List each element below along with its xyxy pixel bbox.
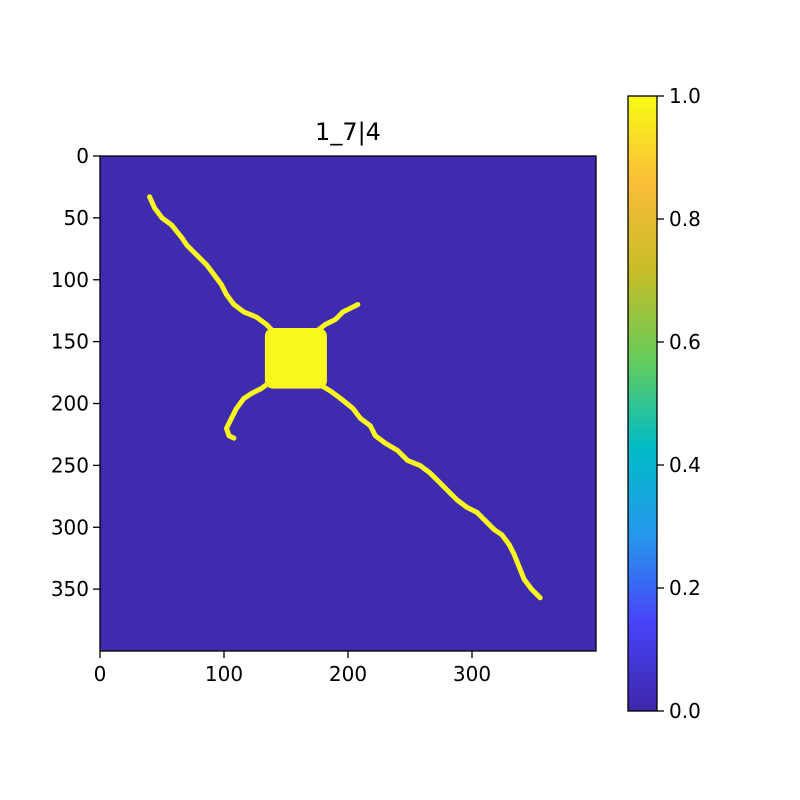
y-tick-label: 300 xyxy=(51,515,89,539)
path-branch-lower-left xyxy=(224,378,274,441)
heatmap-foreground xyxy=(147,194,543,601)
colorbar-fill xyxy=(628,96,657,711)
y-tick-label: 350 xyxy=(51,577,89,601)
y-axis: 0 50 100 150 200 250 300 350 xyxy=(51,144,100,601)
y-tick-label: 0 xyxy=(76,144,89,168)
colorbar-tick-label: 0.2 xyxy=(669,576,701,600)
y-tick-label: 150 xyxy=(51,330,89,354)
colorbar-tick-label: 0.8 xyxy=(669,207,701,231)
y-tick-label: 200 xyxy=(51,392,89,416)
colorbar-frame xyxy=(627,95,658,712)
plot-area xyxy=(99,155,597,652)
colorbar-tick-label: 0.4 xyxy=(669,453,701,477)
x-tick-label: 300 xyxy=(453,662,491,686)
y-tick-label: 50 xyxy=(64,206,89,230)
central-blob xyxy=(264,328,327,389)
x-tick-label: 200 xyxy=(329,662,367,686)
path-main-diagonal-lower xyxy=(315,381,543,601)
y-tick-label: 250 xyxy=(51,453,89,477)
colorbar: 0.0 0.2 0.4 0.6 0.8 1.0 xyxy=(627,84,701,723)
colorbar-ticks: 0.0 0.2 0.4 0.6 0.8 1.0 xyxy=(657,84,701,723)
y-tick-label: 100 xyxy=(51,268,89,292)
colorbar-tick-label: 0.0 xyxy=(669,699,701,723)
colorbar-tick-label: 0.6 xyxy=(669,330,701,354)
chart-title: 1_7|4 xyxy=(315,118,381,146)
x-tick-label: 0 xyxy=(94,662,107,686)
x-tick-label: 100 xyxy=(205,662,243,686)
colorbar-tick-label: 1.0 xyxy=(669,84,701,108)
path-branch-upper-right xyxy=(313,302,361,335)
path-main-diagonal-upper xyxy=(147,194,274,332)
x-axis: 0 100 200 300 xyxy=(94,651,491,686)
